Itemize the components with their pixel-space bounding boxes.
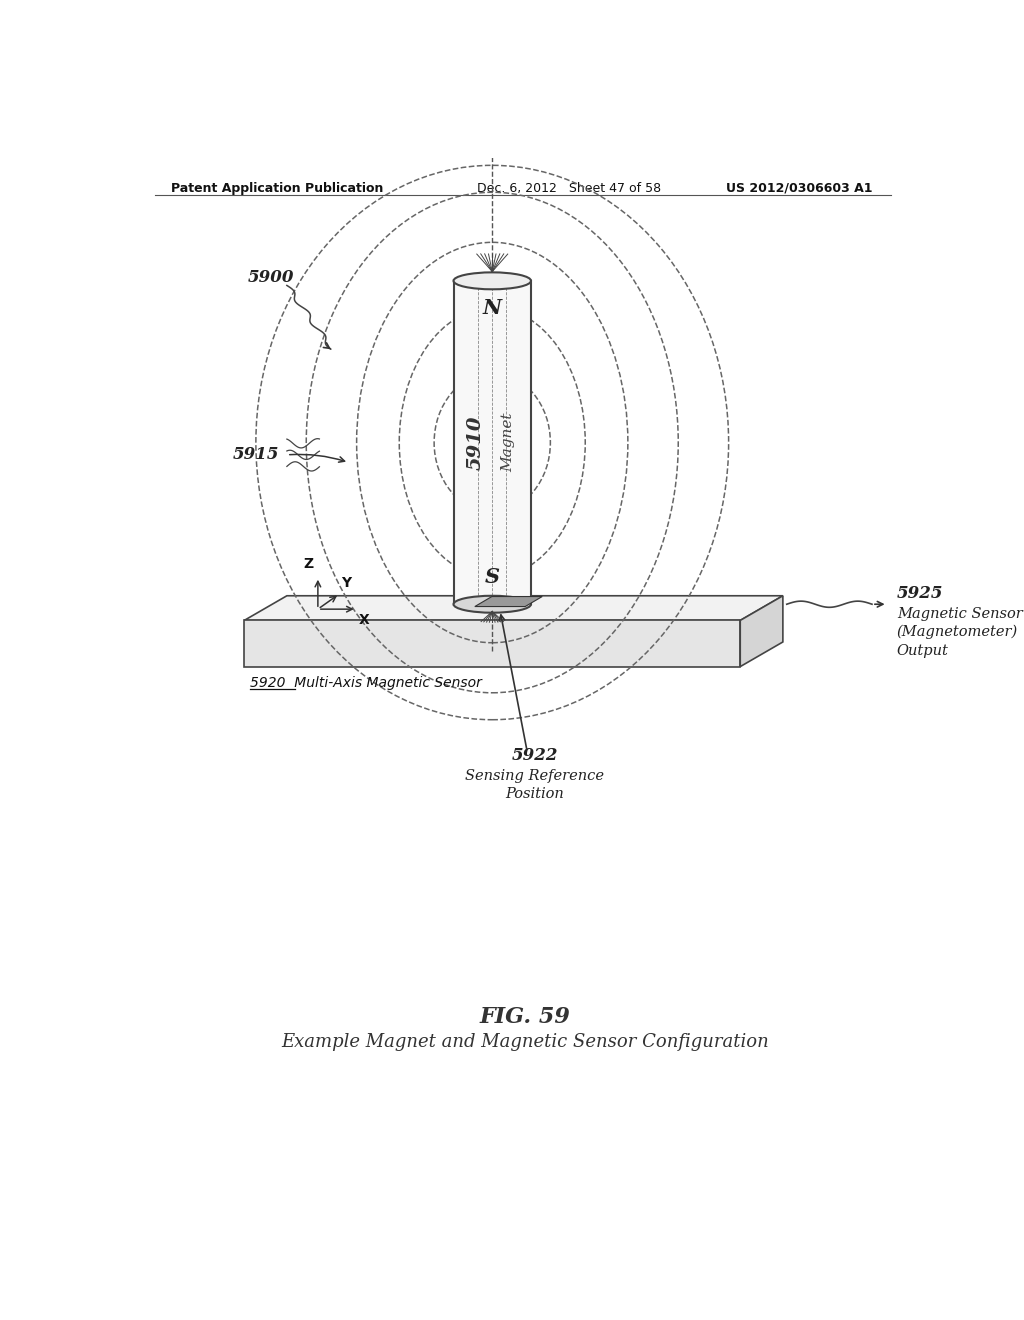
Polygon shape <box>245 620 740 667</box>
Text: 5920  Multi-Axis Magnetic Sensor: 5920 Multi-Axis Magnetic Sensor <box>251 676 482 690</box>
Ellipse shape <box>454 595 531 612</box>
Polygon shape <box>245 595 783 620</box>
Text: S: S <box>484 568 500 587</box>
Text: Dec. 6, 2012   Sheet 47 of 58: Dec. 6, 2012 Sheet 47 of 58 <box>477 182 660 194</box>
Text: Z: Z <box>303 557 313 570</box>
Text: N: N <box>482 298 502 318</box>
Text: Y: Y <box>341 576 351 590</box>
Text: Magnetic Sensor
(Magnetometer)
Output: Magnetic Sensor (Magnetometer) Output <box>897 607 1023 657</box>
Text: Sensing Reference
Position: Sensing Reference Position <box>465 770 604 801</box>
Text: FIG. 59: FIG. 59 <box>479 1006 570 1028</box>
Polygon shape <box>475 597 543 607</box>
Text: Example Magnet and Magnetic Sensor Configuration: Example Magnet and Magnetic Sensor Confi… <box>281 1034 769 1051</box>
Polygon shape <box>740 595 783 667</box>
Ellipse shape <box>454 272 531 289</box>
Text: Magnet: Magnet <box>501 413 515 473</box>
Text: US 2012/0306603 A1: US 2012/0306603 A1 <box>725 182 872 194</box>
Text: Patent Application Publication: Patent Application Publication <box>171 182 383 194</box>
Text: 5915: 5915 <box>232 446 280 463</box>
Text: 5922: 5922 <box>512 747 558 764</box>
Bar <box>454 281 531 605</box>
Text: 5910: 5910 <box>466 416 484 470</box>
Text: 5900: 5900 <box>248 269 295 286</box>
Text: 5925: 5925 <box>897 585 943 602</box>
Text: X: X <box>359 612 370 627</box>
